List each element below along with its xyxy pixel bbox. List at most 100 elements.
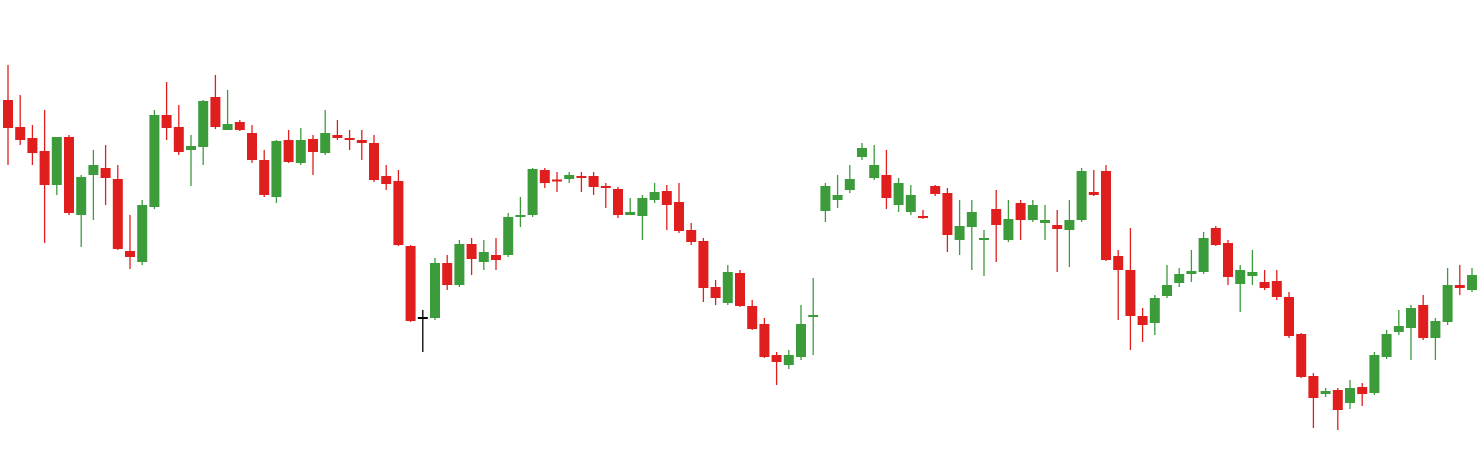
candle-body: [503, 217, 514, 255]
candle-body: [954, 226, 965, 240]
candle-body: [112, 179, 123, 249]
candle-body: [856, 148, 868, 157]
candle-body: [149, 115, 160, 207]
candle-body: [1113, 256, 1124, 270]
candle-body: [478, 252, 489, 262]
candle-body: [1405, 308, 1417, 328]
candle-body: [1039, 220, 1051, 223]
candle-body: [51, 137, 62, 185]
candle-body: [88, 165, 99, 175]
candle-body: [637, 198, 648, 216]
candle-body: [1210, 228, 1221, 245]
candle-body: [661, 191, 672, 205]
candle-body: [356, 140, 367, 143]
candle-body: [1296, 334, 1307, 377]
candle-body: [1393, 326, 1404, 332]
candle-body: [259, 160, 270, 195]
candle-body: [381, 176, 392, 184]
candle-body: [393, 181, 404, 245]
candle-body: [454, 244, 465, 285]
candle-body: [429, 263, 441, 318]
candle-body: [1100, 171, 1112, 260]
candle-body: [1174, 274, 1185, 283]
candle-body: [1320, 391, 1331, 394]
candle-body: [1088, 192, 1099, 195]
candle-body: [222, 124, 233, 130]
candle-body: [1137, 316, 1148, 325]
candle-body: [942, 193, 953, 235]
candle-body: [1442, 285, 1453, 322]
candle-body: [905, 195, 916, 212]
candle-body: [1344, 388, 1356, 403]
candle-body: [442, 263, 453, 285]
candle-body: [893, 183, 904, 205]
candle-body: [283, 140, 294, 162]
candle-body: [1283, 297, 1295, 336]
candle-body: [405, 246, 416, 321]
candle-body: [808, 315, 819, 317]
candle-body: [710, 287, 721, 298]
candle-body: [722, 272, 733, 303]
candle-body: [210, 97, 221, 127]
candle-body: [1418, 305, 1429, 338]
candle-body: [576, 176, 587, 178]
candle-body: [527, 169, 538, 215]
candle-body: [649, 192, 660, 200]
candle-body: [1186, 271, 1197, 274]
candle-body: [515, 215, 526, 217]
candle-body: [917, 216, 929, 218]
candle-body: [991, 209, 1002, 225]
candle-body: [783, 355, 794, 365]
candle-body: [344, 138, 355, 140]
candle-body: [686, 230, 697, 242]
candle-body: [844, 179, 855, 190]
candle-body: [881, 175, 892, 198]
candle-body: [466, 244, 477, 259]
candle-body: [1381, 334, 1392, 357]
candle-body: [820, 186, 831, 211]
candle-body: [490, 255, 502, 260]
candle-body: [1149, 298, 1160, 323]
candle-body: [320, 133, 331, 153]
candle-body: [539, 170, 550, 183]
candle-body: [39, 151, 50, 185]
candle-body: [124, 251, 136, 257]
candle-body: [1161, 285, 1173, 296]
candle-body: [1271, 281, 1282, 297]
candle-body: [1357, 387, 1368, 394]
candle-body: [137, 205, 148, 262]
candle-body: [198, 101, 209, 147]
candle-body: [185, 146, 197, 150]
candle-body: [2, 100, 14, 128]
candle-body: [673, 202, 685, 231]
candle-body: [759, 324, 770, 357]
candle-body: [1064, 220, 1075, 230]
candle-body: [1076, 171, 1087, 220]
candle-body: [588, 176, 599, 187]
candle-body: [869, 165, 880, 178]
candle-body: [747, 306, 758, 329]
candle-body: [1466, 275, 1478, 290]
candle-body: [1003, 219, 1014, 240]
candle-body: [1015, 203, 1026, 220]
candle-body: [564, 175, 575, 179]
candle-body: [307, 139, 319, 152]
candle-body: [234, 122, 245, 130]
candle-body: [625, 212, 636, 215]
candle-body: [161, 115, 172, 128]
candle-body: [1222, 243, 1234, 277]
candle-body: [1247, 272, 1258, 276]
candle-body: [1235, 270, 1246, 284]
candle-body: [978, 238, 990, 240]
candle-body: [295, 140, 306, 163]
candle-body: [1052, 225, 1063, 229]
candle-body: [27, 138, 38, 153]
candle-body: [246, 133, 258, 160]
candle-body: [832, 195, 843, 200]
candle-body: [734, 273, 746, 306]
candle-body: [271, 141, 282, 197]
candle-body: [76, 177, 87, 215]
